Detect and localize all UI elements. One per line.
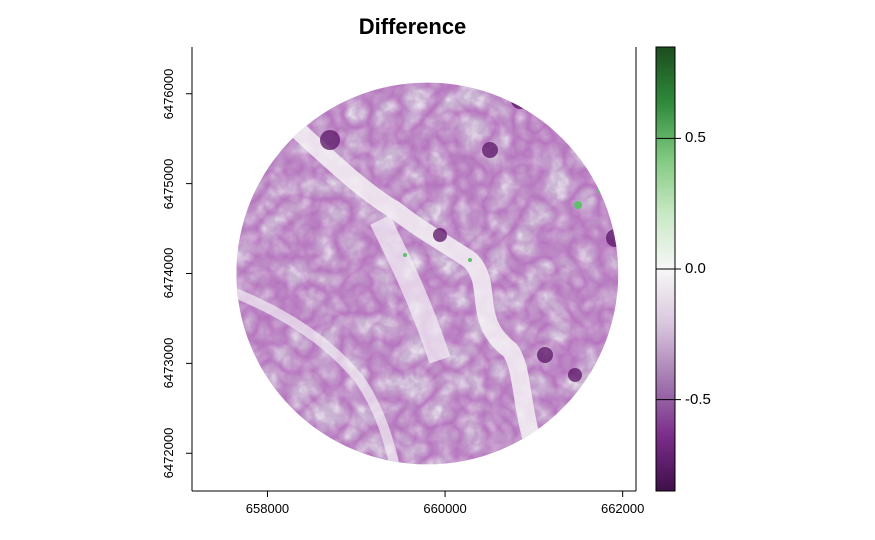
- y-tick-label: 6475000: [161, 158, 176, 209]
- y-tick-label: 6476000: [161, 68, 176, 120]
- difference-raster: [236, 82, 619, 465]
- dark-patch: [537, 347, 553, 363]
- raster-dark-texture: [236, 82, 619, 465]
- green-patch: [574, 201, 582, 209]
- dark-patch: [568, 368, 582, 382]
- colorbar-tick-label: 0.0: [685, 260, 706, 277]
- colorbar-tick-label: 0.5: [685, 129, 706, 147]
- dark-patch: [511, 91, 529, 109]
- green-patch: [403, 253, 407, 257]
- dark-patch: [320, 130, 340, 150]
- dark-patch: [606, 229, 619, 247]
- road-corridor: [236, 275, 405, 465]
- x-axis: [266, 491, 624, 497]
- green-patch: [468, 258, 472, 262]
- y-tick-label: 6473000: [161, 338, 176, 389]
- green-patch: [597, 187, 603, 193]
- open-area: [370, 215, 451, 364]
- x-tick-label: 658000: [245, 501, 290, 516]
- colorbar-ticks: [656, 137, 681, 401]
- chart-title: Difference: [358, 14, 467, 39]
- y-tick-label: 6472000: [161, 427, 176, 479]
- dark-patch: [482, 142, 498, 158]
- y-axis: [186, 93, 192, 454]
- x-tick-label: 660000: [423, 501, 467, 516]
- dark-patch: [433, 228, 447, 242]
- y-tick-label: 6474000: [161, 248, 176, 299]
- colorbar-tick-label: -0.5: [685, 390, 711, 408]
- x-tick-label: 662000: [600, 501, 645, 516]
- dark-patch: [294, 114, 306, 126]
